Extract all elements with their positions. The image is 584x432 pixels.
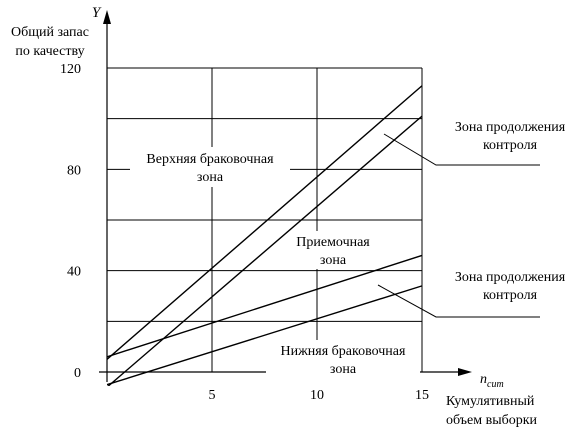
decision-line <box>107 285 423 386</box>
annotation-leaders <box>377 133 540 318</box>
x-tick-label: 5 <box>209 388 216 403</box>
x-axis-label-line1: Кумулятивный <box>446 394 535 409</box>
series-lines <box>107 85 423 386</box>
grid-lines <box>107 67 423 372</box>
x-axis-symbol: ncum <box>480 372 504 390</box>
upper-reject-zone-label-line2: зона <box>197 170 224 185</box>
continue-zone-annotation-1-line1: Зона продолжения <box>455 120 566 135</box>
axes <box>99 10 472 382</box>
y-axis-arrow <box>103 10 111 24</box>
zone-label-background <box>266 340 420 378</box>
continue-zone-annotation-1-line2: контроля <box>483 138 538 153</box>
x-axis-arrow <box>458 368 472 376</box>
x-tick-label: 10 <box>310 388 324 403</box>
y-tick-label: 0 <box>74 366 81 381</box>
lower-reject-zone-label-line2: зона <box>330 362 357 377</box>
decision-line <box>107 254 423 358</box>
x-axis-label-line2: объем выборки <box>446 413 538 428</box>
y-tick-label: 40 <box>67 265 81 280</box>
upper-reject-zone-label-line1: Верхняя браковочная <box>146 152 274 167</box>
y-tick-label: 120 <box>60 62 81 77</box>
zone-label-backgrounds <box>130 147 420 378</box>
y-axis-label-line1: Общий запас <box>11 25 89 40</box>
accept-zone-label-line1: Приемочная <box>296 235 370 250</box>
continue-zone-annotation-2-line1: Зона продолжения <box>455 270 566 285</box>
y-tick-label: 80 <box>67 163 81 178</box>
annotation-leader-2 <box>377 284 540 318</box>
y-axis-symbol: Y <box>92 5 102 21</box>
zone-label-background <box>130 147 290 187</box>
x-axis-symbol-n: n <box>480 372 487 387</box>
zone-label-background <box>285 231 381 269</box>
decision-line <box>107 85 423 360</box>
y-axis-label-line2: по качеству <box>15 44 84 59</box>
x-tick-label: 15 <box>415 388 429 403</box>
decision-line <box>107 115 423 386</box>
tick-labels: 0 40 80 120 5 10 15 <box>60 62 429 403</box>
lower-reject-zone-label-line1: Нижняя браковочная <box>281 344 406 359</box>
x-axis-symbol-subscript: cum <box>487 379 504 390</box>
accept-zone-label-line2: зона <box>320 253 347 268</box>
annotation-leader-1 <box>383 133 540 166</box>
continue-zone-annotation-2-line2: контроля <box>483 288 538 303</box>
